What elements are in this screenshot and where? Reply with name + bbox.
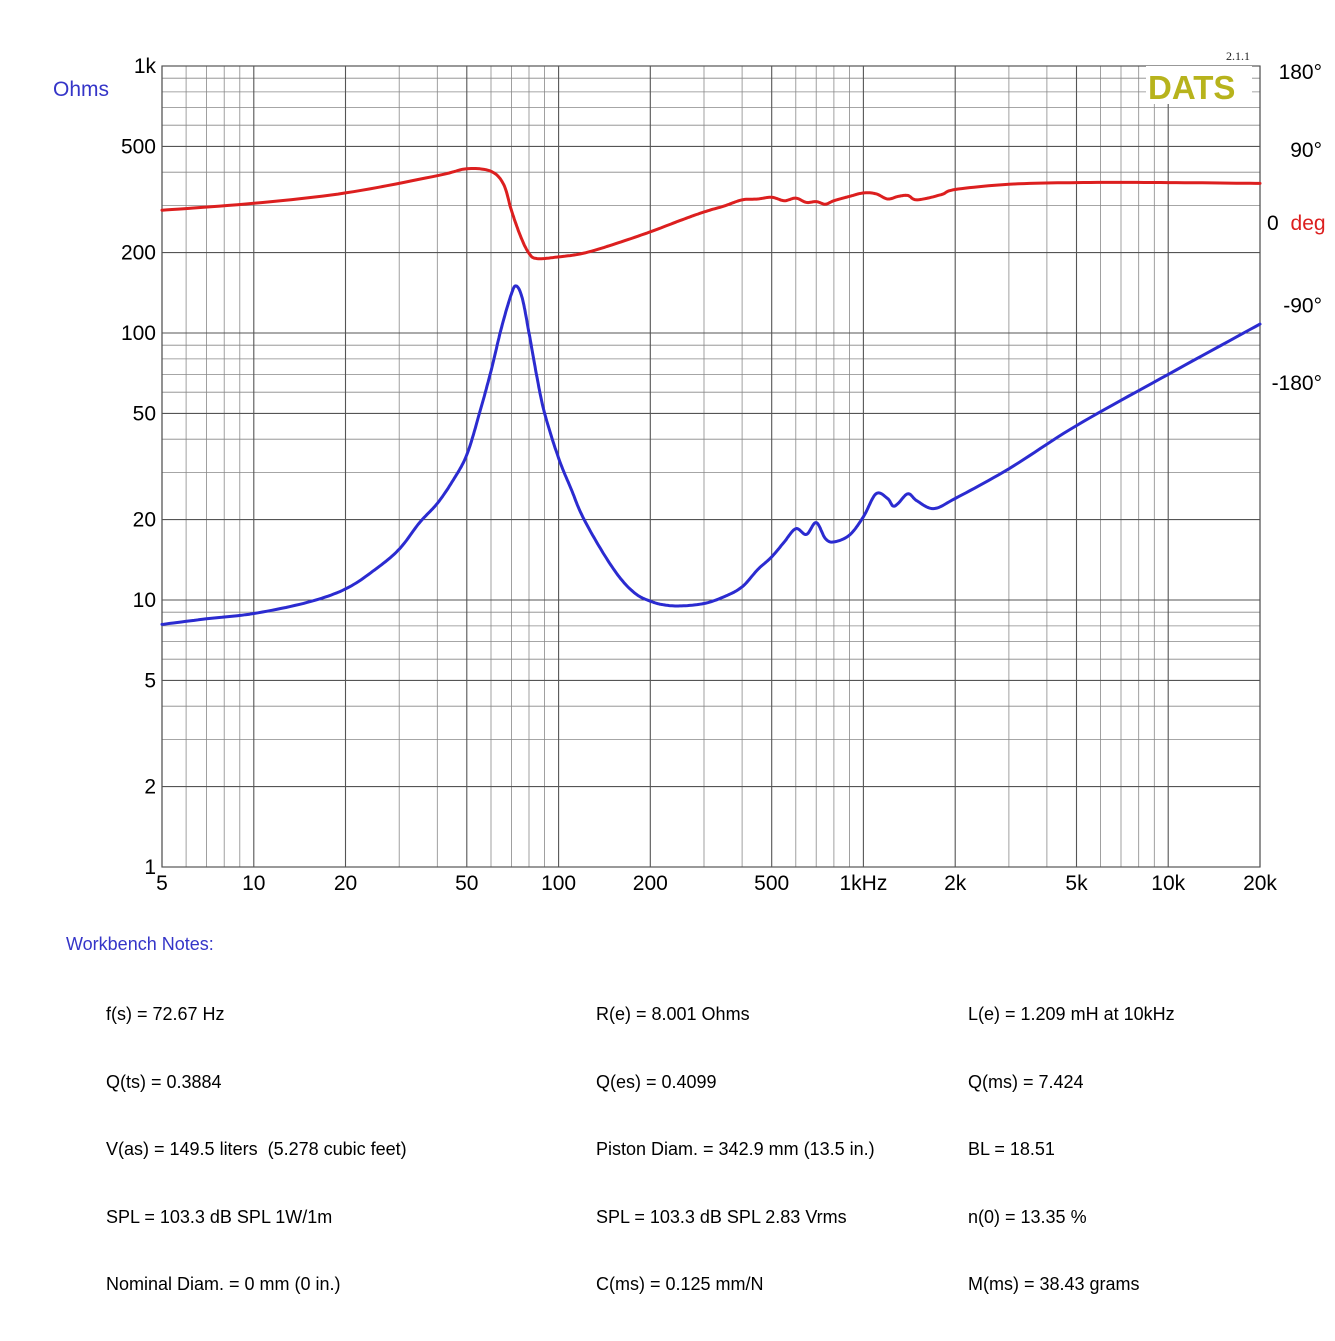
x-tick-label: 200 bbox=[633, 872, 668, 895]
workbench-notes: Workbench Notes: f(s) = 72.67 Hz Q(ts) =… bbox=[0, 934, 1335, 1294]
y-tick-label: 1k bbox=[134, 55, 157, 78]
note-qes: Q(es) = 0.4099 bbox=[596, 1071, 717, 1092]
y-tick-label: 50 bbox=[133, 402, 156, 425]
impedance-phase-chart: 5 10 20 50 100 200 500 1kHz 2k 5k 10k 20k 125102050… bbox=[53, 49, 1326, 895]
x-tick-label: 5k bbox=[1065, 872, 1088, 895]
y2-axis-label-number: 0 bbox=[1267, 212, 1279, 235]
y2-tick-label: 90° bbox=[1290, 139, 1322, 162]
y-tick-label: 200 bbox=[121, 242, 156, 265]
minor-gridlines bbox=[162, 66, 1260, 867]
x-tick-label: 2k bbox=[944, 872, 967, 895]
phase-series-line bbox=[160, 167, 1262, 261]
note-re: R(e) = 8.001 Ohms bbox=[596, 1004, 750, 1024]
notes-column-3: L(e) = 1.209 mH at 10kHz Q(ms) = 7.424 B… bbox=[968, 958, 1175, 1341]
note-bl: BL = 18.51 bbox=[968, 1139, 1055, 1159]
y-axis-label: Ohms bbox=[53, 78, 109, 101]
note-spl-1w: SPL = 103.3 dB SPL 1W/1m bbox=[106, 1206, 333, 1227]
note-qms: Q(ms) = 7.424 bbox=[968, 1071, 1084, 1092]
y-tick-label: 2 bbox=[144, 776, 156, 799]
y2-tick-label: -180° bbox=[1272, 372, 1322, 395]
note-mms: M(ms) = 38.43 grams bbox=[968, 1274, 1140, 1294]
note-spl-283v: SPL = 103.3 dB SPL 2.83 Vrms bbox=[596, 1206, 847, 1227]
note-vas: V(as) = 149.5 liters (5.278 cubic feet) bbox=[106, 1139, 407, 1159]
y-tick-label: 20 bbox=[133, 509, 156, 532]
x-tick-label: 50 bbox=[455, 872, 478, 895]
note-n0: n(0) = 13.35 % bbox=[968, 1206, 1087, 1227]
x-tick-label: 1kHz bbox=[839, 872, 887, 895]
x-tick-label: 20k bbox=[1243, 872, 1277, 895]
note-piston-diam: Piston Diam. = 342.9 mm (13.5 in.) bbox=[596, 1139, 875, 1159]
x-tick-label: 10k bbox=[1151, 872, 1185, 895]
notes-column-2: R(e) = 8.001 Ohms Q(es) = 0.4099 Piston … bbox=[596, 958, 875, 1341]
note-cms: C(ms) = 0.125 mm/N bbox=[596, 1274, 764, 1294]
y-tick-label: 500 bbox=[121, 135, 156, 158]
y2-axis-label: 0 deg bbox=[1267, 212, 1326, 235]
y2-tick-label: 180° bbox=[1279, 61, 1322, 84]
note-qts: Q(ts) = 0.3884 bbox=[106, 1071, 222, 1092]
impedance-series-line bbox=[160, 284, 1262, 626]
x-tick-label: 10 bbox=[242, 872, 265, 895]
y-tick-label: 10 bbox=[133, 589, 156, 612]
note-le: L(e) = 1.209 mH at 10kHz bbox=[968, 1004, 1175, 1024]
note-nominal-diam: Nominal Diam. = 0 mm (0 in.) bbox=[106, 1274, 341, 1294]
y2-tick-label: -90° bbox=[1283, 294, 1322, 317]
major-gridlines bbox=[161, 66, 1261, 868]
notes-column-1: f(s) = 72.67 Hz Q(ts) = 0.3884 V(as) = 1… bbox=[106, 958, 407, 1341]
version-label: 2.1.1 bbox=[1226, 49, 1250, 63]
x-tick-label: 5 bbox=[156, 872, 168, 895]
x-tick-label: 500 bbox=[754, 872, 789, 895]
y2-tick-labels: 180° 90° -90° -180° bbox=[1272, 61, 1322, 395]
brand-logo: DATS bbox=[1148, 69, 1235, 106]
x-tick-label: 100 bbox=[541, 872, 576, 895]
y-tick-label: 1 bbox=[144, 856, 156, 879]
y-tick-label: 100 bbox=[121, 322, 156, 345]
y-tick-label: 5 bbox=[144, 669, 156, 692]
x-tick-label: 20 bbox=[334, 872, 357, 895]
plot-frame bbox=[161, 65, 1261, 868]
y2-axis-label-unit: deg bbox=[1291, 212, 1326, 235]
brand-logo-background bbox=[1146, 66, 1252, 104]
notes-title: Workbench Notes: bbox=[66, 934, 214, 954]
note-fs: f(s) = 72.67 Hz bbox=[106, 1004, 225, 1024]
data-series bbox=[160, 167, 1262, 626]
y-tick-labels: 1 2 5 10 20 50 100 200 500 1k bbox=[121, 55, 157, 879]
x-tick-labels: 5 10 20 50 100 200 500 1kHz 2k 5k 10k 20k bbox=[156, 872, 1277, 895]
